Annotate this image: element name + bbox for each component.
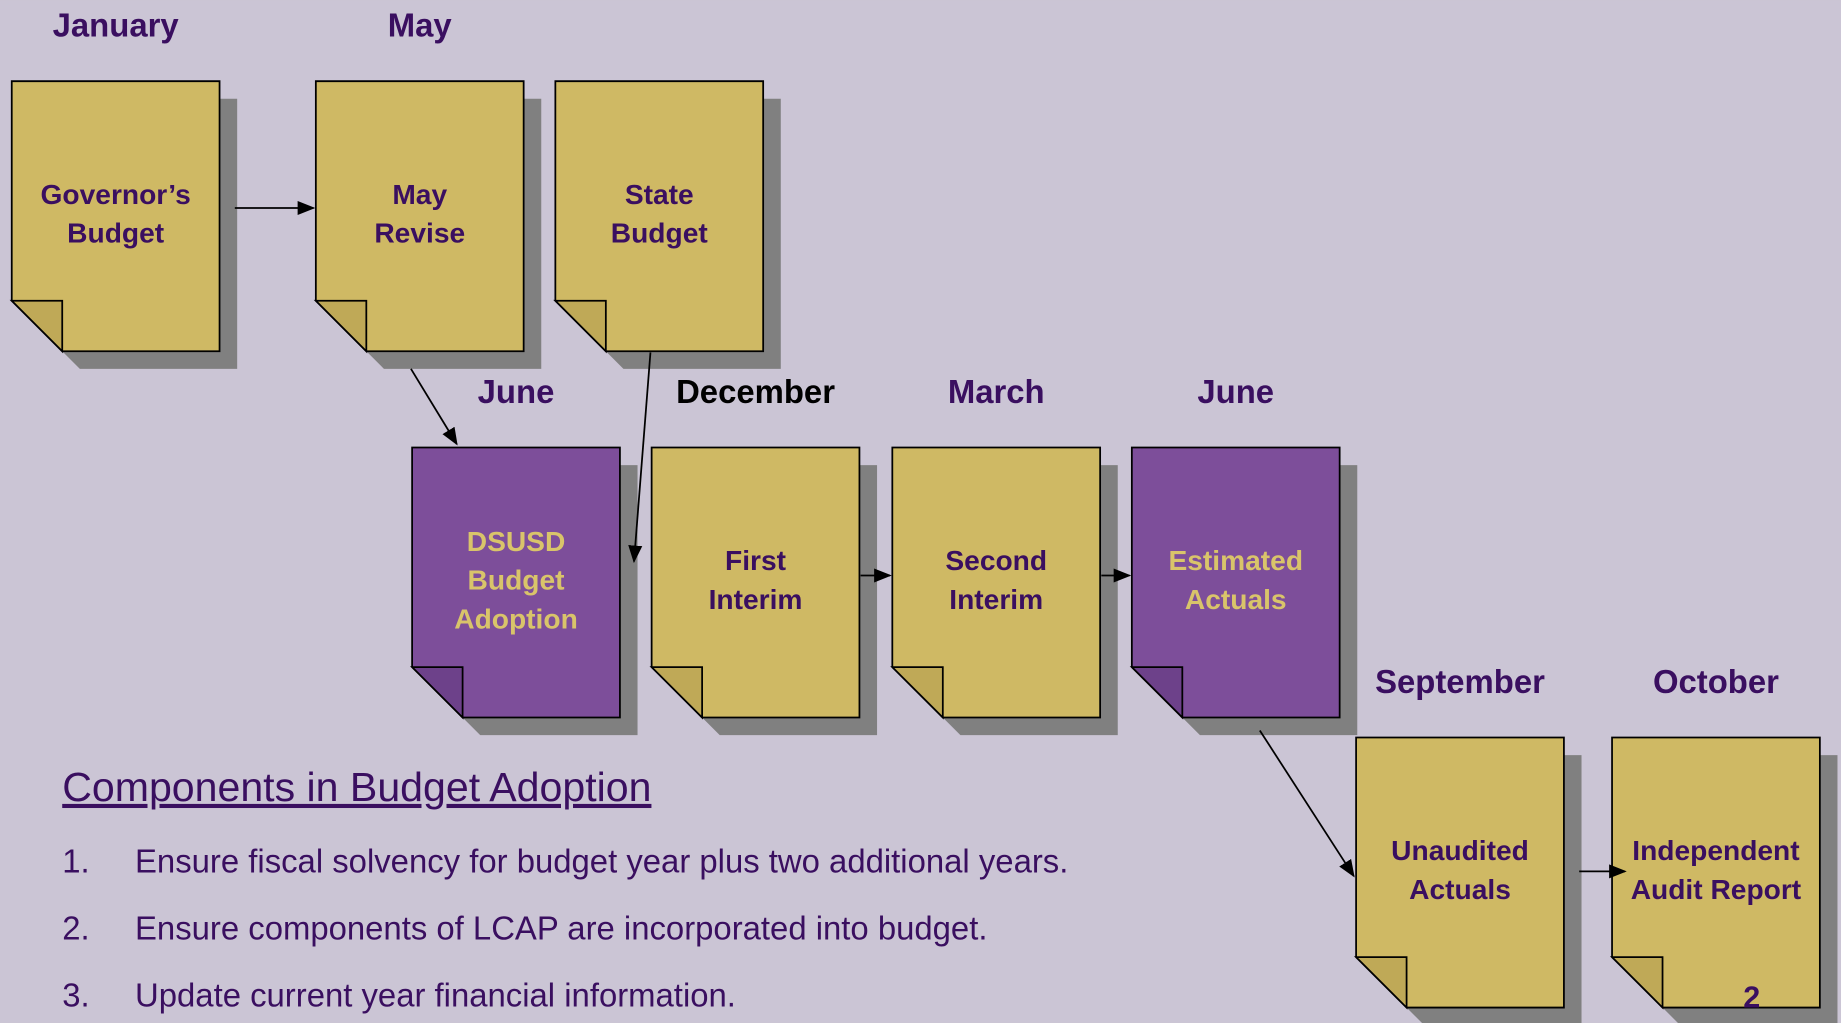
item-number: 2. <box>62 909 89 946</box>
node-label: Budget <box>67 217 165 249</box>
document-node: DSUSD Budget Adoption June <box>409 373 638 736</box>
fold <box>553 299 607 354</box>
fold <box>313 299 368 354</box>
document-node: May Revise May <box>313 7 542 369</box>
month-label: June <box>1197 373 1274 410</box>
node-label: State <box>625 178 694 210</box>
fold <box>409 666 464 720</box>
month-label: March <box>948 373 1045 410</box>
fold <box>1129 666 1184 720</box>
node-label: Actuals <box>1409 873 1511 905</box>
node-label: Independent <box>1632 834 1800 866</box>
node-label: Unaudited <box>1391 834 1529 866</box>
node-label: Adoption <box>454 602 578 634</box>
node-label: Budget <box>468 564 566 596</box>
node-label: Revise <box>374 217 465 249</box>
item-number: 1. <box>62 843 89 880</box>
month-label: December <box>676 373 835 410</box>
heading: Components in Budget Adoption <box>62 764 651 810</box>
document-node: Unaudited Actuals September <box>1353 663 1582 1023</box>
arrows <box>234 200 1627 879</box>
month-label: September <box>1375 663 1545 700</box>
node-label: Interim <box>709 583 803 615</box>
fold <box>9 299 64 354</box>
node-label: Budget <box>611 217 709 249</box>
node-label: Second <box>945 544 1047 576</box>
node-label: First <box>725 544 787 576</box>
node-label: May <box>392 178 447 210</box>
node-label: Estimated <box>1168 544 1303 576</box>
fold <box>890 666 944 720</box>
document-node: Second Interim March <box>890 373 1118 736</box>
document-node: State Budget <box>553 80 781 369</box>
node-label: Governor’s <box>41 178 191 210</box>
document-node: Estimated Actuals June <box>1129 373 1358 736</box>
month-label: January <box>53 7 180 44</box>
month-label: October <box>1653 663 1779 700</box>
node-label: Interim <box>949 583 1043 615</box>
document-node: Governor’s Budget January <box>9 7 238 369</box>
document-node: First Interim December <box>649 373 878 736</box>
node-label: Actuals <box>1185 583 1287 615</box>
fold <box>1609 956 1664 1010</box>
month-label: June <box>478 373 555 410</box>
fold <box>1353 956 1408 1010</box>
arrow <box>628 352 652 564</box>
item-text: Ensure components of LCAP are incorporat… <box>135 909 987 946</box>
page-number: 2 <box>1743 981 1760 1015</box>
item-number: 3. <box>62 976 89 1013</box>
arrow <box>410 368 458 446</box>
node-label: DSUSD <box>467 525 566 557</box>
arrow <box>1259 729 1355 878</box>
node-label: Audit Report <box>1631 873 1802 905</box>
month-label: May <box>388 7 453 44</box>
item-text: Ensure fiscal solvency for budget year p… <box>135 843 1068 880</box>
document-node: Independent Audit Report October <box>1609 663 1838 1023</box>
item-text: Update current year financial informatio… <box>135 976 736 1013</box>
fold <box>649 666 703 720</box>
